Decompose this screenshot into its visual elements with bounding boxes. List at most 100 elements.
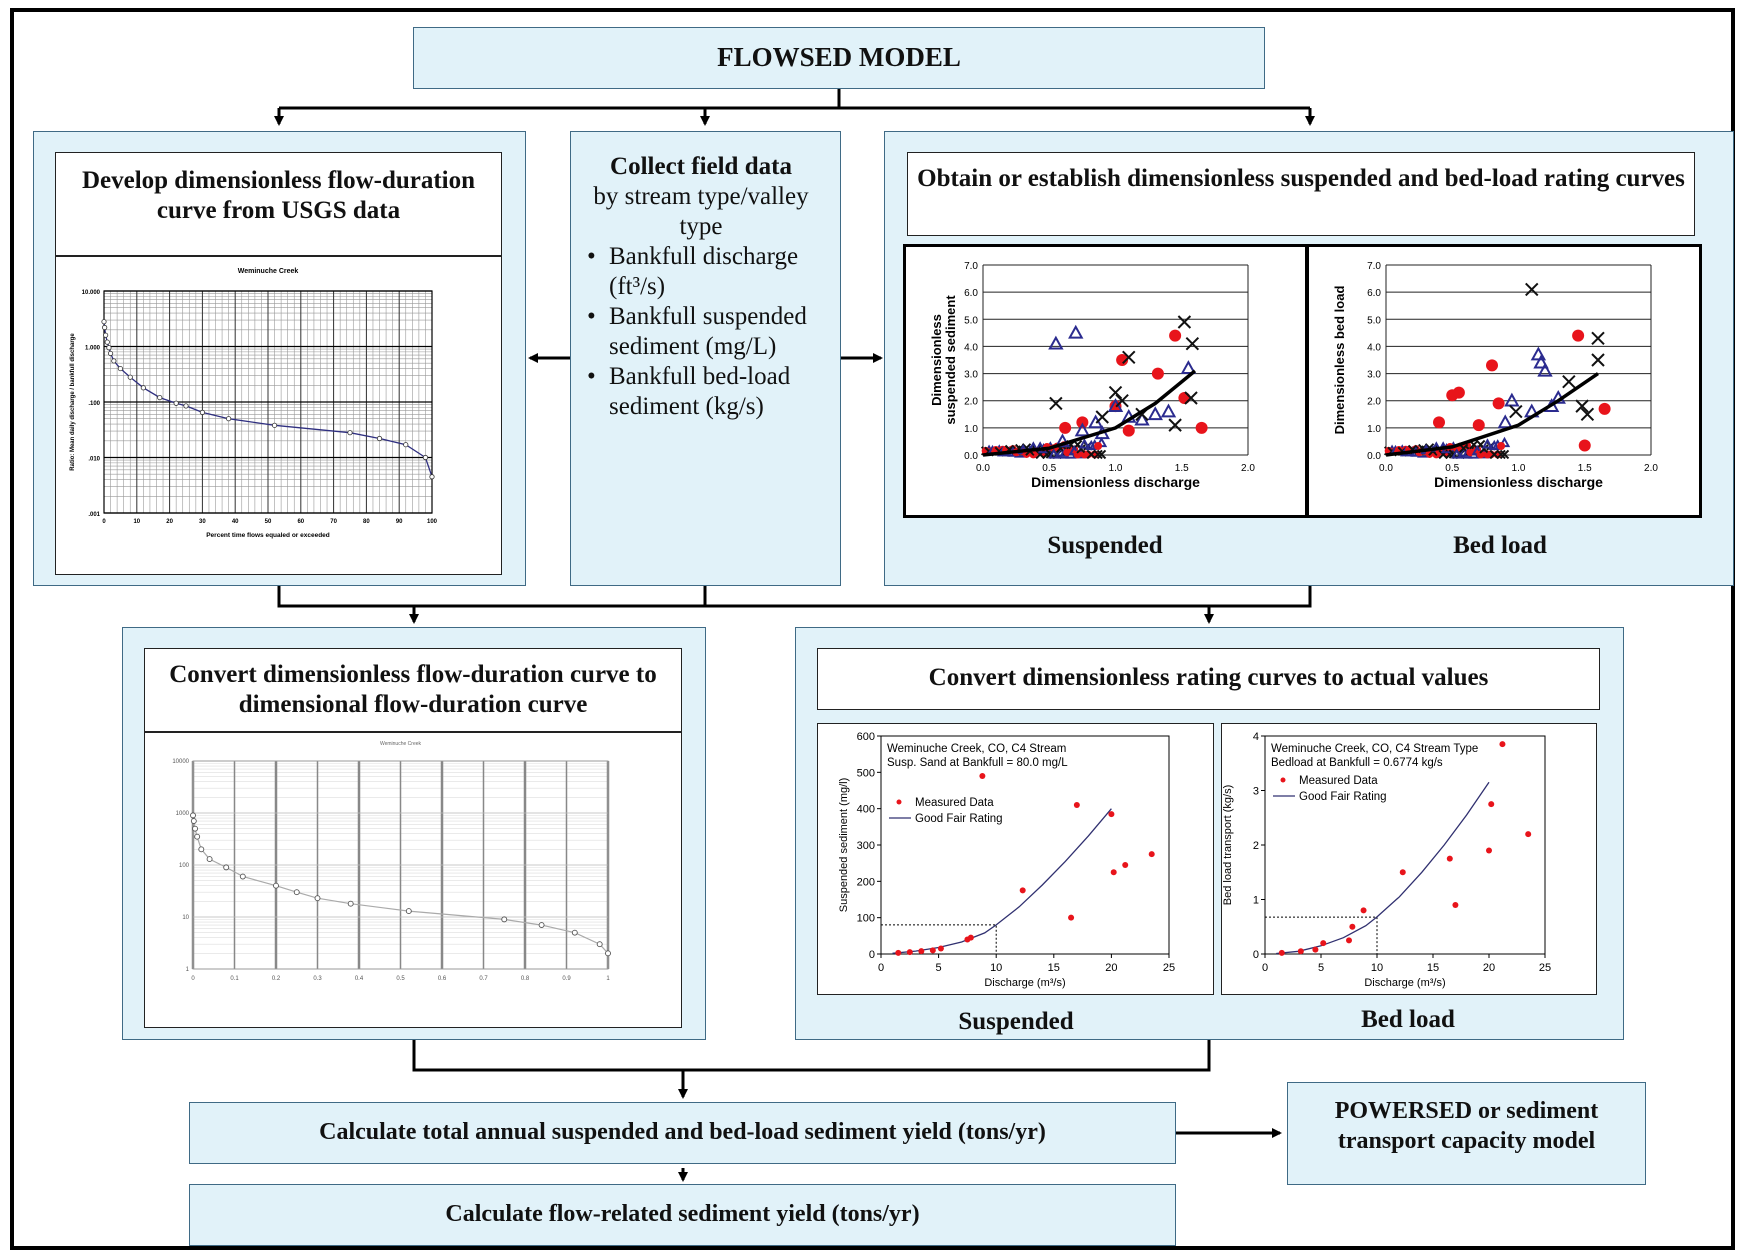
data-point [1068, 914, 1075, 921]
data-point [1093, 449, 1103, 460]
x-tick-label: 15 [1048, 962, 1060, 974]
x-tick-label: 70 [330, 519, 337, 525]
actual-bedload-chart-box: 0 1 2 3 4 0 5 10 15 20 25 Discharge (m³/s) Bed load … [1221, 723, 1597, 995]
data-point [1094, 442, 1103, 451]
powersed-text: POWERSED or sediment transport capacity … [1334, 1098, 1599, 1154]
x-tick-label: 20 [166, 519, 173, 525]
data-point [1452, 386, 1465, 399]
convert-rating-title: Convert dimensionless rating curves to a… [928, 664, 1489, 691]
data-point [1476, 450, 1485, 459]
convert-flow-title: Convert dimensionless flow-duration curv… [169, 661, 657, 718]
data-point [1074, 422, 1091, 437]
x-tick-label: 40 [232, 519, 239, 525]
legend-label: Measured Data [1299, 775, 1378, 787]
y-tick-label: .100 [88, 401, 100, 407]
data-point [183, 403, 189, 409]
x-tick-label: 0.9 [562, 976, 571, 982]
data-point [198, 846, 205, 853]
y-tick-label: 0 [1253, 949, 1259, 961]
data-point [347, 900, 354, 907]
data-point [501, 916, 508, 923]
data-point [1525, 831, 1532, 838]
y-tick-label: 500 [857, 767, 875, 779]
x-tick-label: 10 [1371, 962, 1383, 974]
data-point [1479, 444, 1489, 454]
data-point [117, 365, 124, 372]
y-tick-label: 2.0 [964, 397, 978, 408]
data-point [1499, 449, 1510, 460]
data-point [1076, 416, 1089, 429]
legend-label: Measured Data [915, 797, 994, 809]
plot-area [1264, 735, 1546, 955]
data-point [157, 395, 163, 401]
x-tick-label: 0.1 [230, 976, 239, 982]
x-axis-label: Discharge (m³/s) [1364, 977, 1445, 989]
data-point [1492, 397, 1505, 410]
y-tick-label: 1000 [176, 811, 190, 817]
data-point [1349, 923, 1356, 930]
data-point [1151, 367, 1164, 380]
data-point [1054, 433, 1071, 448]
chart-subtitle: Susp. Sand at Bankfull = 80.0 mg/L [887, 757, 1068, 769]
y-tick-label: 2.0 [1367, 397, 1381, 408]
chart-title: Weminuche Creek, CO, C4 Stream Type [1271, 743, 1478, 755]
data-point [107, 350, 114, 357]
y-axis-label: Dimensionless bed load [1332, 286, 1347, 435]
y-tick-label: 400 [857, 804, 875, 816]
data-point [1562, 375, 1576, 389]
y-tick-label: 3.0 [964, 370, 978, 381]
data-point [1019, 887, 1026, 894]
x-tick-label: 25 [1539, 962, 1551, 974]
x-tick-label: 1.5 [1578, 463, 1592, 474]
data-point [140, 385, 146, 391]
chart-title: Weminuche Creek [380, 741, 422, 747]
y-tick-label: 1.0 [964, 424, 978, 435]
y-axis-label: suspended sediment [943, 295, 958, 425]
x-tick-label: 0 [102, 519, 106, 525]
x-tick-label: 1.0 [1512, 463, 1526, 474]
x-tick-label: 0 [191, 976, 195, 982]
data-point [1148, 851, 1155, 858]
x-tick-label: 1.5 [1175, 463, 1189, 474]
data-point [1278, 949, 1285, 956]
data-point [1578, 439, 1591, 452]
model-title: FLOWSED MODEL [717, 42, 961, 72]
data-point [1346, 937, 1352, 944]
data-point [1472, 419, 1485, 432]
y-tick-label: 0 [869, 949, 875, 961]
x-tick-label: 0.8 [521, 976, 530, 982]
data-point [1048, 335, 1064, 350]
x-tick-label: 0.5 [1445, 463, 1459, 474]
data-point [273, 882, 279, 889]
x-tick-label: 50 [265, 519, 272, 525]
data-point [1184, 391, 1198, 405]
y-tick-label: 1.000 [85, 346, 101, 352]
suspended-rating-chart-box: 0.0 1.0 2.0 3.0 4.0 5.0 6.0 7.0 0.0 0.5 1.0 1.5 2.0 D… [903, 244, 1308, 518]
bed-load-label: Bed load [1361, 1006, 1455, 1033]
data-point [1049, 396, 1063, 411]
data-point [596, 941, 603, 948]
data-point [538, 922, 545, 929]
data-point [1489, 449, 1499, 460]
field-data-heading: Collect field data [610, 153, 792, 180]
flowsed-model-box: FLOWSED MODEL [413, 27, 1265, 89]
x-tick-label: 100 [427, 519, 438, 525]
y-tick-label: 4.0 [1367, 342, 1381, 353]
y-tick-label: 10000 [172, 759, 189, 765]
convert-rating-title-box: Convert dimensionless rating curves to a… [817, 648, 1600, 710]
legend-marker [1280, 777, 1286, 783]
plot-area [880, 735, 1170, 955]
y-axis-label: Suspended sediment (mg/l) [838, 778, 850, 913]
bedload-rating-chart-box: 0.0 1.0 2.0 3.0 4.0 5.0 6.0 7.0 0.0 0.5 1.0 1.5 2.0 D… [1306, 244, 1702, 518]
suspended-label: Suspended [958, 1008, 1074, 1035]
x-tick-label: 60 [297, 519, 304, 525]
chart-title: Weminuche Creek [238, 268, 299, 275]
data-point [1452, 901, 1459, 908]
calc-total-box: Calculate total annual suspended and bed… [189, 1102, 1176, 1164]
data-point [239, 873, 246, 880]
data-point [1122, 424, 1135, 437]
data-point [1078, 438, 1091, 449]
data-point [1598, 402, 1611, 415]
y-tick-label: 4 [1253, 731, 1259, 743]
flow-duration-title: Develop dimensionless flow-duration curv… [81, 167, 476, 224]
